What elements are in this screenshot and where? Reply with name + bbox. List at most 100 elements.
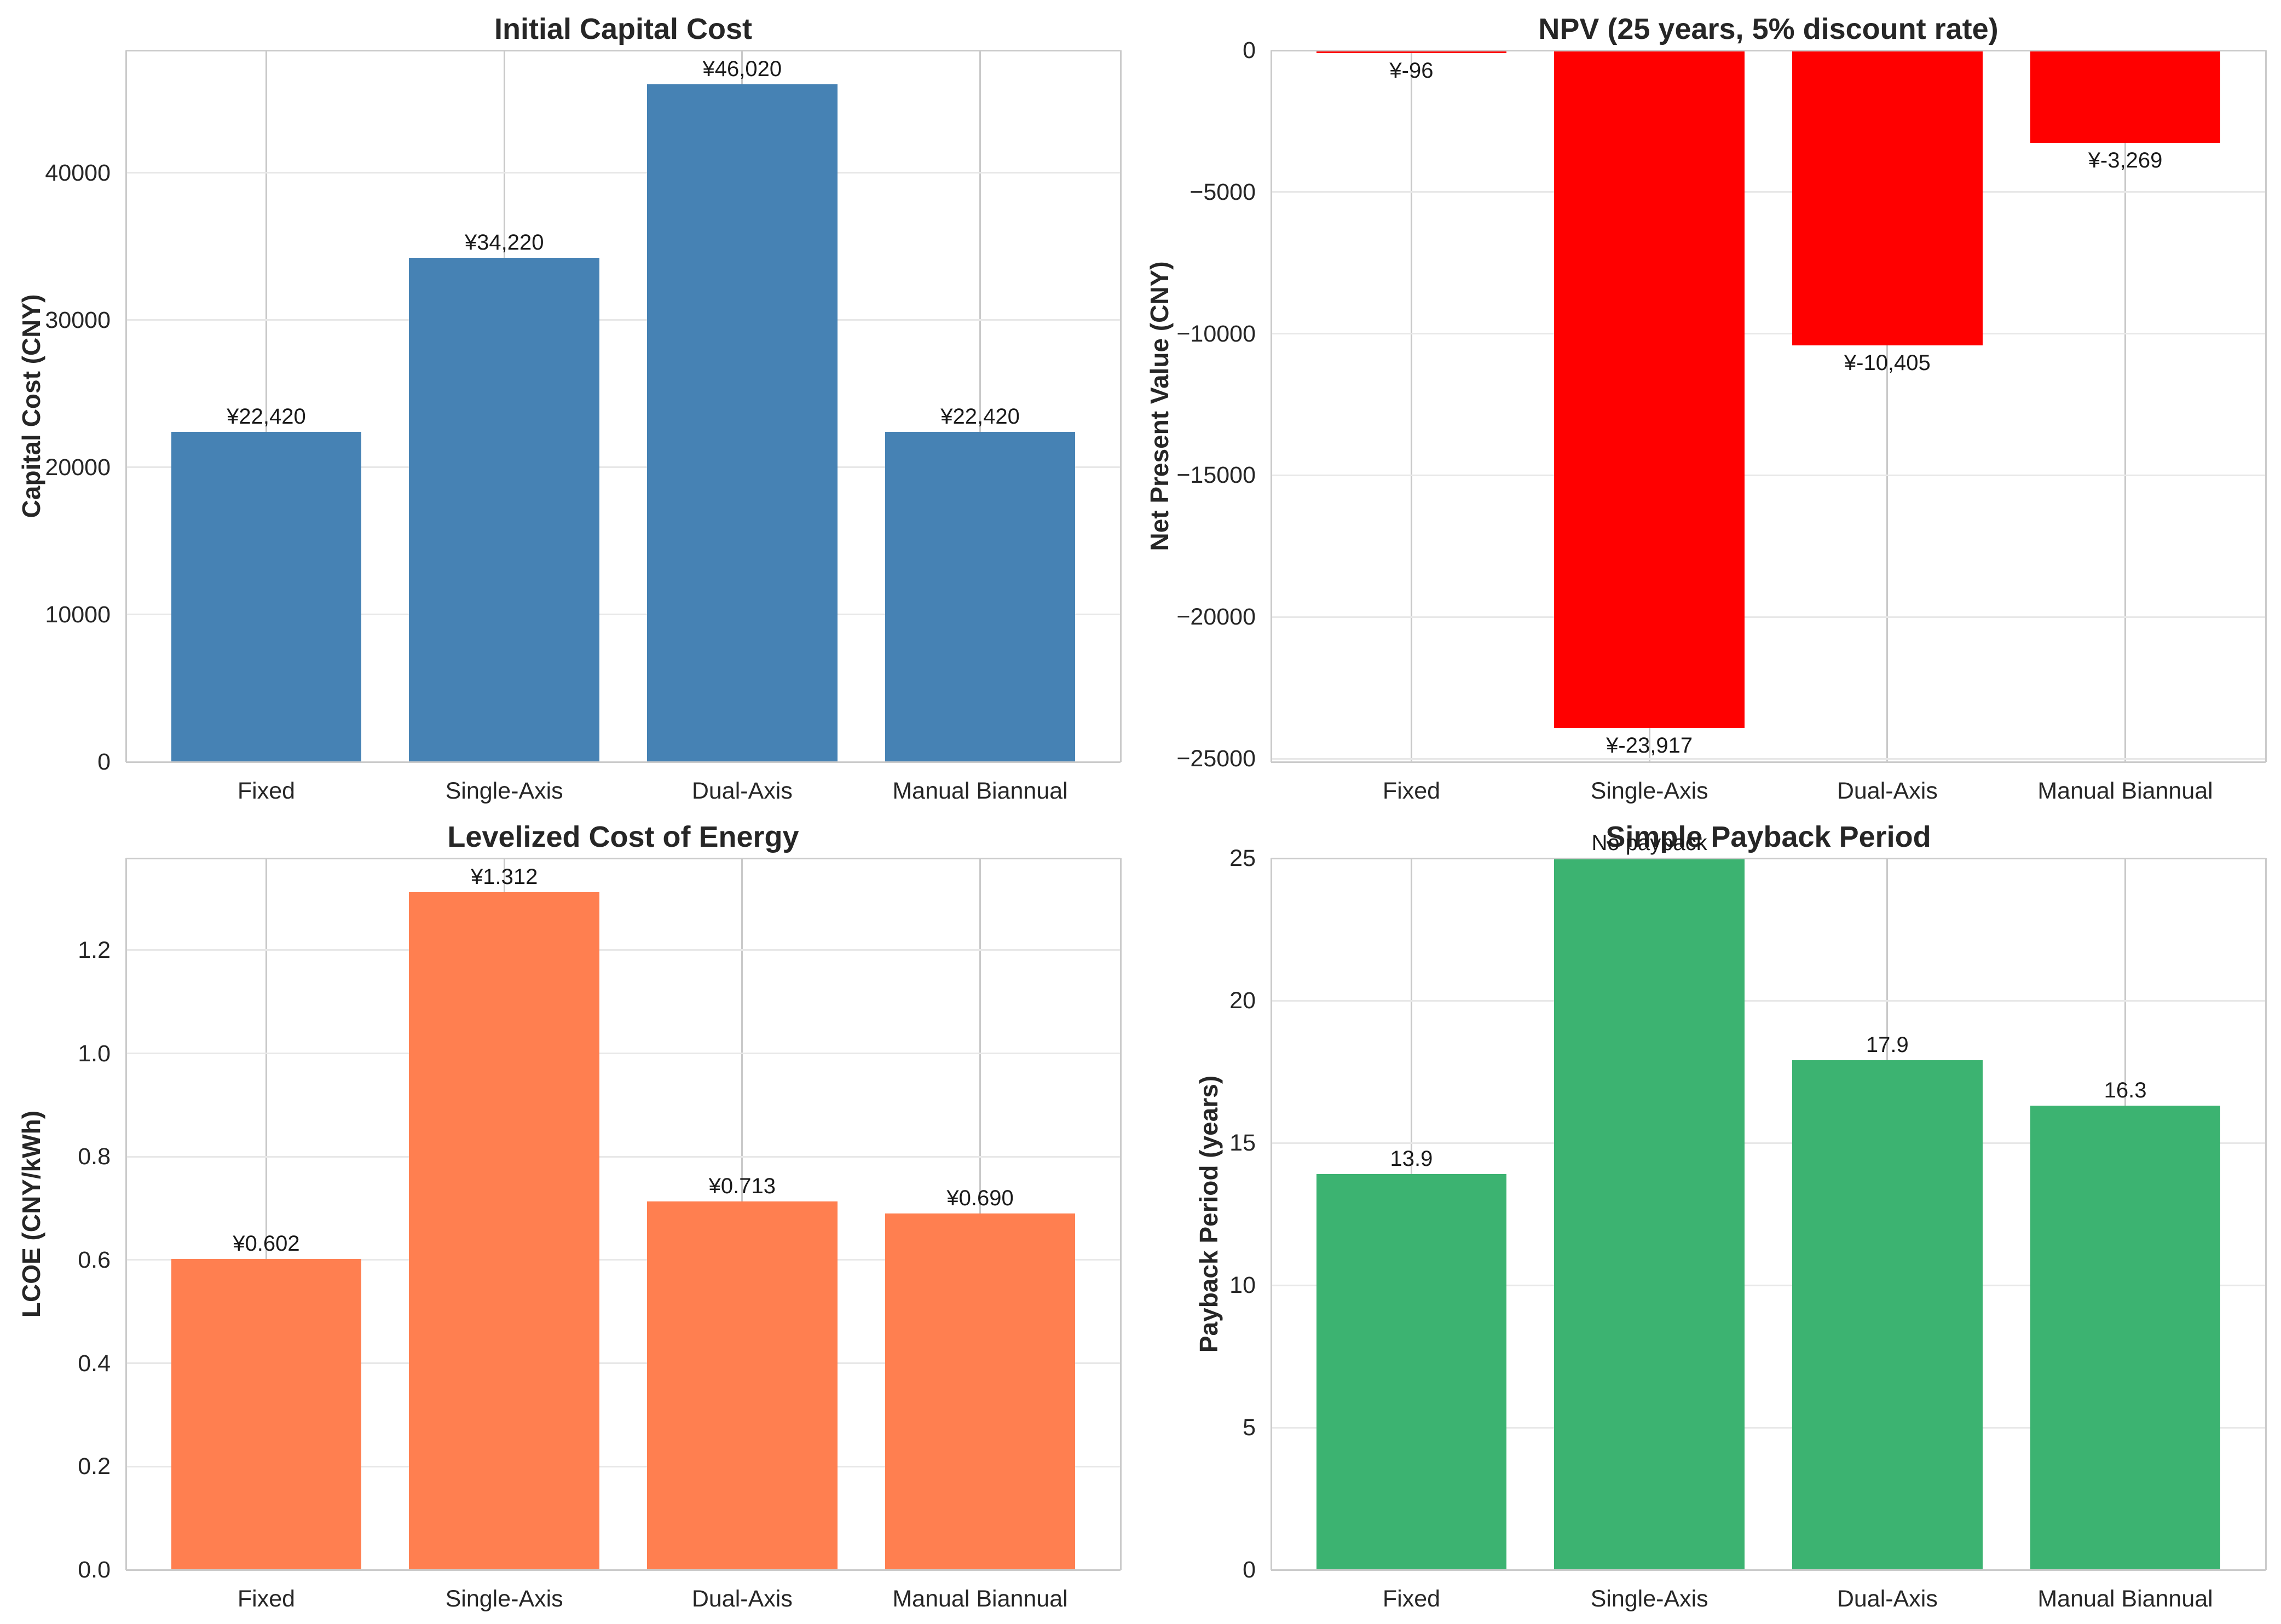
gridline-vertical [265, 858, 267, 1570]
x-tick-label: Manual Biannual [2037, 778, 2213, 804]
gridline-horizontal [126, 949, 1121, 951]
gridline-horizontal [126, 466, 1121, 469]
gridline-horizontal [126, 1465, 1121, 1467]
x-tick-label: Manual Biannual [2037, 1586, 2213, 1612]
bar-value-label: ¥22,420 [227, 404, 306, 429]
plot-area [1270, 49, 2267, 763]
bar-value-label: ¥0.690 [946, 1186, 1014, 1211]
y-tick-label: 25 [1229, 845, 1256, 871]
y-tick-label: 10000 [45, 601, 111, 628]
x-tick-label: Fixed [1382, 1586, 1441, 1612]
gridline-horizontal [1271, 333, 2266, 335]
bar [885, 431, 1076, 762]
gridline-horizontal [126, 1053, 1121, 1055]
x-tick-label: Dual-Axis [691, 778, 793, 804]
bar-value-label: No payback [1591, 831, 1707, 855]
chart-title: NPV (25 years, 5% discount rate) [1538, 13, 1999, 45]
gridline-horizontal [126, 1362, 1121, 1365]
gridline-vertical [265, 50, 267, 762]
y-tick-label: 1.2 [78, 937, 111, 963]
y-tick-label: 0.0 [78, 1557, 111, 1583]
spine-bottom [126, 1569, 1121, 1571]
spine-right [2265, 50, 2267, 762]
bar-value-label: ¥1.312 [470, 865, 538, 889]
x-tick-label: Fixed [237, 1586, 296, 1612]
spine-left [125, 50, 127, 762]
spine-top [1271, 857, 2266, 859]
y-tick-label: 30000 [45, 307, 111, 333]
bar [2030, 1106, 2221, 1570]
y-tick-label: 0 [1243, 1557, 1256, 1583]
y-tick-label: 40000 [45, 159, 111, 186]
x-tick-label: Dual-Axis [691, 1586, 793, 1612]
y-tick-label: −15000 [1176, 462, 1256, 489]
y-tick-label: 0.6 [78, 1246, 111, 1273]
bar-value-label: ¥-3,269 [2088, 148, 2163, 173]
bar [2030, 50, 2221, 143]
plot-area [125, 857, 1122, 1571]
bar [646, 84, 838, 762]
bar [885, 1213, 1076, 1570]
bar-value-label: ¥46,020 [702, 56, 782, 81]
gridline-horizontal [1271, 1426, 2266, 1429]
bar [646, 1201, 838, 1570]
bar [1554, 50, 1745, 729]
y-tick-label: −5000 [1189, 178, 1256, 205]
bar [1792, 1060, 1983, 1570]
y-tick-label: −25000 [1176, 745, 1256, 772]
gridline-vertical [1886, 50, 1889, 762]
gridline-horizontal [126, 1259, 1121, 1261]
x-tick-label: Fixed [1382, 778, 1441, 804]
gridline-horizontal [126, 319, 1121, 321]
spine-top [126, 857, 1121, 859]
y-tick-label: 20 [1229, 987, 1256, 1014]
y-tick-label: 0.2 [78, 1453, 111, 1480]
bar-value-label: ¥-96 [1389, 58, 1434, 83]
spine-bottom [126, 761, 1121, 763]
spine-right [1119, 50, 1122, 762]
bar [1316, 50, 1507, 53]
bar [171, 1259, 362, 1570]
y-axis-label: Payback Period (years) [1194, 1075, 1223, 1353]
spine-top [1271, 49, 2266, 51]
gridline-horizontal [126, 1155, 1121, 1158]
bar-value-label: ¥-10,405 [1844, 350, 1931, 375]
gridline-horizontal [126, 172, 1121, 174]
y-tick-label: 10 [1229, 1272, 1256, 1298]
gridline-horizontal [1271, 999, 2266, 1002]
bar-value-label: ¥34,220 [464, 230, 544, 255]
y-tick-label: 1.0 [78, 1040, 111, 1067]
gridline-horizontal [1271, 191, 2266, 193]
gridline-vertical [979, 50, 981, 762]
bar-value-label: 17.9 [1866, 1033, 1909, 1057]
spine-right [2265, 858, 2267, 1570]
x-tick-label: Single-Axis [445, 1586, 563, 1612]
gridline-horizontal [1271, 616, 2266, 618]
bar-value-label: ¥22,420 [940, 404, 1020, 429]
bar [1792, 50, 1983, 345]
y-tick-label: 0 [97, 749, 111, 775]
chart-title: Levelized Cost of Energy [447, 820, 799, 853]
x-tick-label: Single-Axis [1590, 1586, 1708, 1612]
x-tick-label: Manual Biannual [892, 1586, 1068, 1612]
spine-bottom [1271, 761, 2266, 763]
plot-area [125, 49, 1122, 763]
x-tick-label: Manual Biannual [892, 778, 1068, 804]
bar-value-label: ¥0.713 [708, 1174, 776, 1199]
bar-value-label: ¥-23,917 [1606, 733, 1693, 758]
chart-title: Simple Payback Period [1606, 820, 1931, 853]
y-tick-label: 0 [1243, 37, 1256, 63]
y-tick-label: −20000 [1176, 604, 1256, 631]
gridline-horizontal [1271, 474, 2266, 476]
y-tick-label: 0.4 [78, 1350, 111, 1377]
y-axis-label: Net Present Value (CNY) [1145, 261, 1174, 551]
spine-bottom [1271, 1569, 2266, 1571]
bar [1554, 858, 1745, 1570]
spine-top [126, 49, 1121, 51]
gridline-horizontal [1271, 1142, 2266, 1144]
gridline-horizontal [1271, 1284, 2266, 1286]
gridline-horizontal [1271, 758, 2266, 760]
gridline-horizontal [126, 614, 1121, 616]
y-tick-label: 15 [1229, 1130, 1256, 1156]
spine-left [1270, 858, 1272, 1570]
